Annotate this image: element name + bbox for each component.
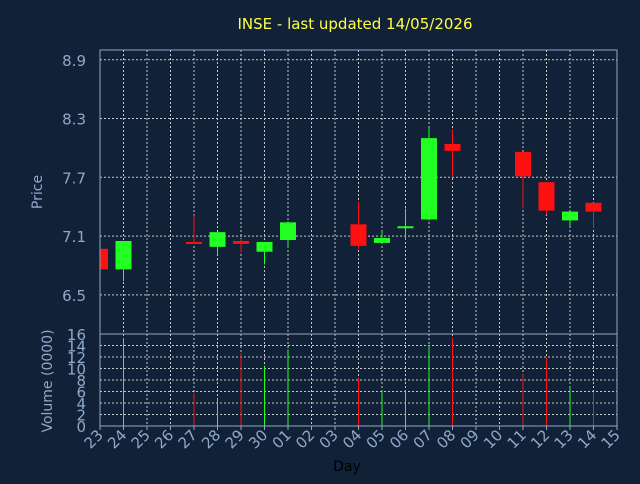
x-tick-label: 08 xyxy=(433,426,459,452)
x-tick-label: 10 xyxy=(480,426,506,452)
x-tick-label: 05 xyxy=(363,426,389,452)
x-tick-label: 13 xyxy=(551,426,577,452)
candle-body xyxy=(115,240,132,270)
candles xyxy=(99,127,602,282)
candle-body xyxy=(350,224,367,246)
candle-body xyxy=(421,138,437,220)
x-tick-label: 30 xyxy=(245,426,271,452)
x-tick-label: 24 xyxy=(104,426,130,452)
candle-body xyxy=(374,238,390,243)
candle-body xyxy=(397,226,414,229)
x-axis-label: Day xyxy=(333,459,361,475)
chart-title: INSE - last updated 14/05/2026 xyxy=(237,15,472,33)
x-tick-label: 01 xyxy=(269,426,295,452)
volume-tick-label: 2 xyxy=(76,407,86,425)
x-tick-label: 12 xyxy=(527,426,553,452)
x-tick-label: 03 xyxy=(316,426,342,452)
candle-body xyxy=(186,241,202,244)
candle-body xyxy=(562,211,578,221)
candle-body xyxy=(233,240,249,244)
x-tick-label: 06 xyxy=(386,426,412,452)
volume-tick-label: 8 xyxy=(76,372,86,390)
x-tick-label: 28 xyxy=(198,426,224,452)
candle-body xyxy=(256,241,273,252)
x-tick-label: 04 xyxy=(339,426,365,452)
price-tick-label: 8.9 xyxy=(62,52,86,70)
candle-body xyxy=(585,202,602,212)
x-tick-labels: 2324252627282930010203040506070809101112… xyxy=(81,426,624,452)
price-axis-label: Price xyxy=(30,175,46,209)
candle-body xyxy=(209,232,226,247)
price-tick-label: 7.1 xyxy=(62,228,86,246)
x-tick-label: 14 xyxy=(574,426,600,452)
volume-tick-label: 10 xyxy=(67,361,86,379)
x-tick-label: 26 xyxy=(151,426,177,452)
volume-tick-label: 6 xyxy=(76,384,86,402)
volume-tick-label: 0 xyxy=(76,418,86,436)
x-tick-label: 15 xyxy=(598,426,624,452)
x-tick-label: 07 xyxy=(410,426,436,452)
x-tick-label: 09 xyxy=(457,426,483,452)
x-tick-label: 29 xyxy=(222,426,248,452)
panel-frames xyxy=(99,49,618,427)
price-tick-label: 7.7 xyxy=(62,169,86,187)
volume-tick-label: 12 xyxy=(67,349,86,367)
volume-axis-label: Volume (0000) xyxy=(40,329,56,432)
price-tick-label: 6.5 xyxy=(62,287,86,305)
volume-panel-frame xyxy=(99,333,618,427)
candle-body xyxy=(100,248,108,270)
volume-tick-label: 16 xyxy=(67,326,86,344)
x-tick-label: 25 xyxy=(128,426,154,452)
volume-tick-label: 4 xyxy=(76,395,86,413)
x-tick-label: 02 xyxy=(292,426,318,452)
price-tick-label: 8.3 xyxy=(62,111,86,129)
candle-body xyxy=(515,151,531,177)
candle-body xyxy=(444,144,461,151)
candle-body xyxy=(280,222,296,240)
price-tick-labels: 6.5 7.1 7.7 8.3 8.9 xyxy=(62,52,86,305)
volume-bars xyxy=(123,338,594,426)
x-tick-label: 27 xyxy=(175,426,201,452)
volume-tick-label: 14 xyxy=(67,338,86,356)
x-tick-label: 11 xyxy=(504,426,530,452)
candle-body xyxy=(538,182,555,211)
